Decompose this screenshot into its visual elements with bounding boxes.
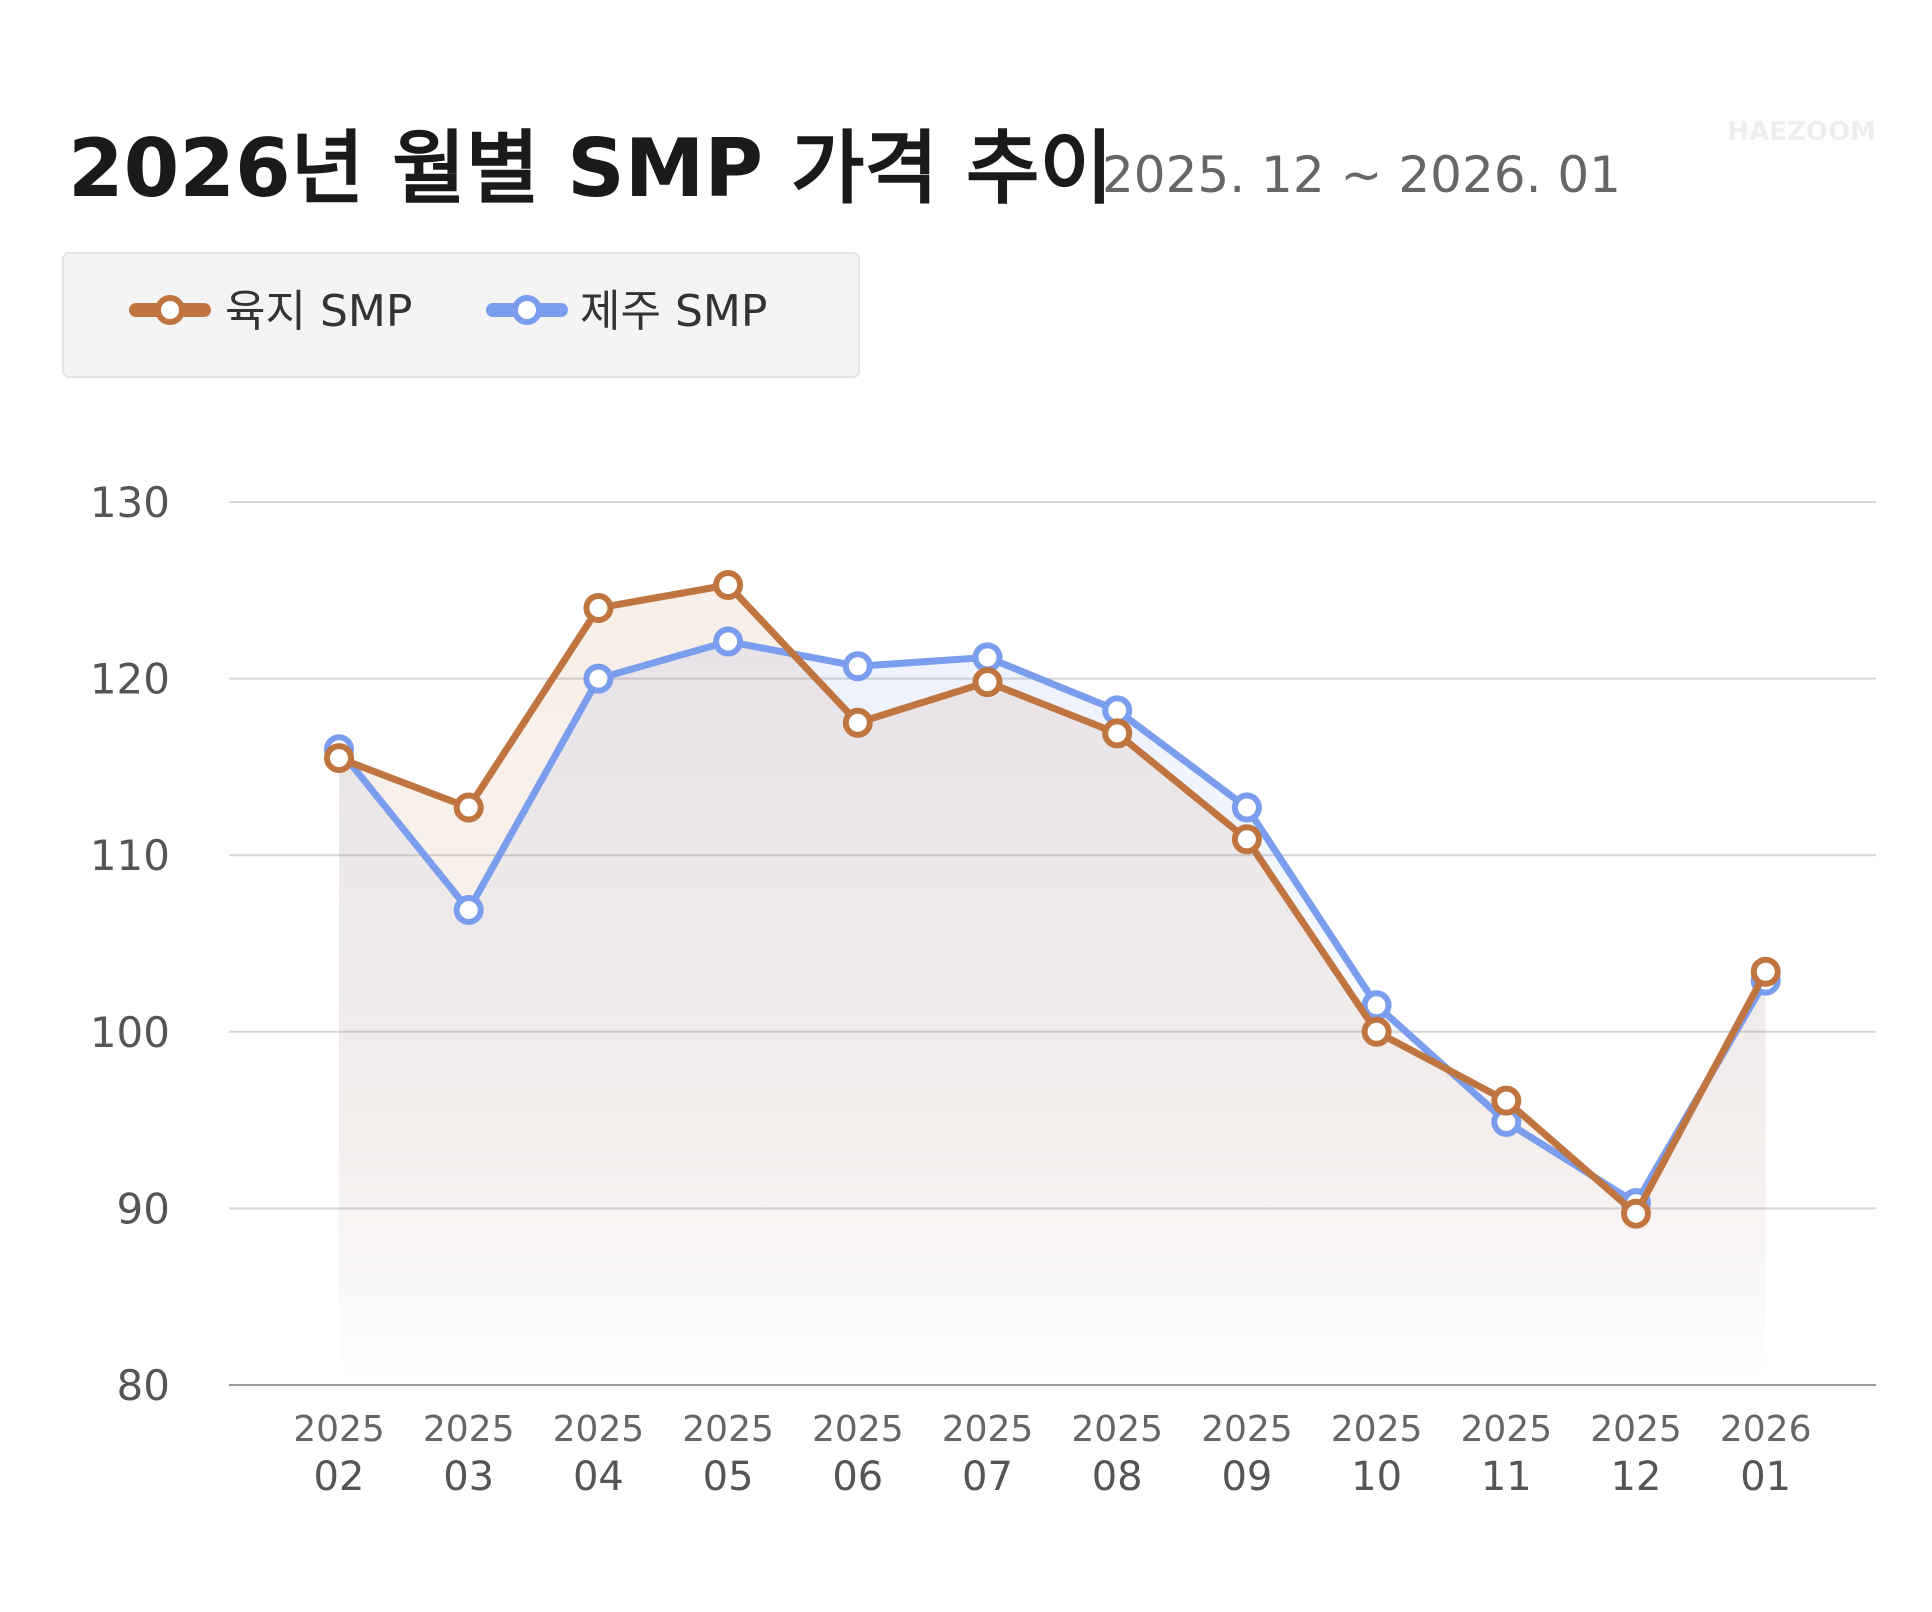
x-tick-label: 2025 [1331,1409,1423,1450]
x-tick-label: 2025 [812,1409,904,1450]
x-tick-label: 10 [1351,1454,1402,1500]
legend-label: 제주 SMP [580,286,767,337]
point [453,792,484,823]
point [713,626,744,657]
x-tick-label: 2025 [1590,1409,1682,1450]
chart-subtitle: 2025. 12 ~ 2026. 01 [1102,146,1621,204]
x-tick-label: 03 [443,1454,494,1500]
x-tick-label: 08 [1092,1454,1143,1500]
x-tick-label: 2025 [1071,1409,1163,1450]
y-tick-label: 110 [90,831,170,880]
y-tick-label: 80 [117,1361,170,1410]
x-tick-label: 2025 [553,1409,645,1450]
point [842,707,873,738]
point [1102,718,1133,749]
point [842,651,873,682]
legend-label: 육지 SMP [225,286,412,337]
x-tick-label: 2025 [423,1409,515,1450]
area [339,585,1766,1385]
x-tick-label: 11 [1481,1454,1532,1500]
point [1231,824,1262,855]
point [583,592,614,623]
x-tick-label: 07 [962,1454,1013,1500]
y-tick-label: 90 [117,1184,170,1233]
x-tick-label: 2026 [1720,1409,1812,1450]
point [972,642,1003,673]
chart-title: 2026년 월별 SMP 가격 추이 [68,122,1113,215]
point [713,570,744,601]
x-tick-label: 2025 [942,1409,1034,1450]
point [972,667,1003,698]
x-tick-label: 12 [1611,1454,1662,1500]
watermark: HAEZOOM [1727,117,1876,147]
point [453,894,484,925]
x-tick-label: 02 [314,1454,365,1500]
x-tick-label: 06 [832,1454,883,1500]
legend-marker [155,295,185,325]
legend-box [62,252,860,378]
x-tick-label: 05 [703,1454,754,1500]
point [1621,1198,1651,1229]
x-tick-label: 09 [1221,1454,1272,1500]
x-tick-label: 2025 [293,1409,385,1450]
point [1491,1085,1522,1116]
x-tick-label: 2025 [1201,1409,1293,1450]
point [324,743,354,774]
series-line [337,581,1769,1218]
point [1750,956,1781,987]
y-tick-label: 120 [90,655,170,704]
y-tick-label: 100 [90,1008,170,1057]
point [583,663,614,694]
y-tick-label: 130 [90,478,170,527]
x-tick-label: 2025 [682,1409,774,1450]
x-tick-label: 04 [573,1454,624,1500]
x-tick-label: 2025 [1460,1409,1552,1450]
legend-marker [512,295,542,325]
x-tick-label: 01 [1740,1454,1791,1500]
point [1361,1016,1392,1047]
point [1231,792,1262,823]
series-line [336,638,1769,1207]
